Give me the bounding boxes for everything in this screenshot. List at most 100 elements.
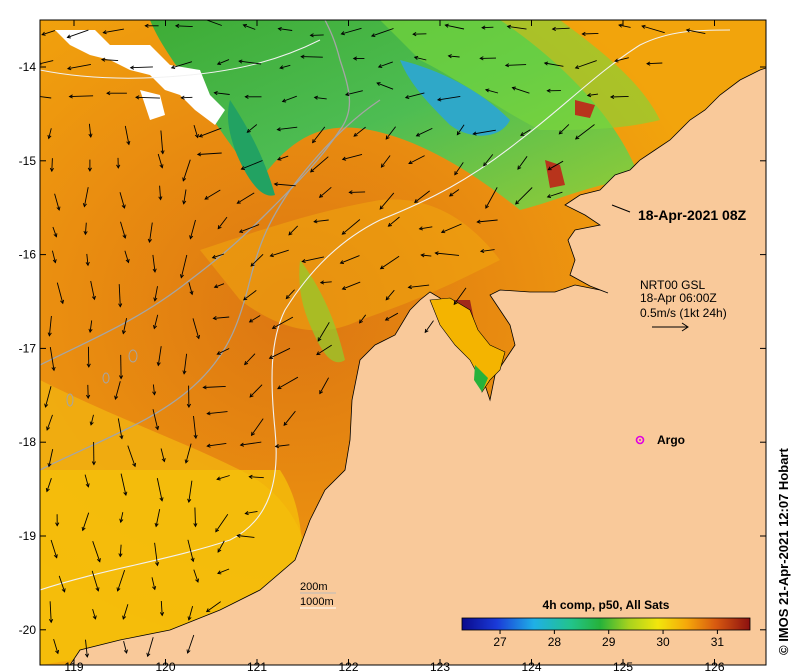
current-arrow (152, 314, 159, 330)
current-arrow (122, 604, 129, 620)
current-arrow (238, 59, 262, 65)
current-arrow (249, 384, 263, 398)
current-arrow (192, 318, 201, 340)
current-arrow (370, 28, 394, 38)
current-arrow (187, 480, 193, 504)
colorbar-ticks: 27 28 29 30 31 (493, 630, 724, 649)
current-arrow (84, 474, 90, 488)
current-arrow (424, 320, 434, 334)
current-arrow (239, 441, 262, 447)
current-arrow (118, 544, 123, 558)
current-arrow (91, 570, 100, 592)
x-tick-label: 126 (704, 660, 724, 672)
current-arrow (205, 601, 221, 613)
current-arrow (87, 159, 92, 172)
current-arrow (244, 94, 262, 99)
current-arrow (250, 253, 264, 267)
x-tick-label: 120 (155, 660, 175, 672)
current-arrow (186, 634, 195, 654)
current-arrow (313, 95, 327, 100)
argo-marker (635, 435, 645, 445)
current-arrow (274, 444, 290, 449)
current-arrow (414, 190, 430, 203)
current-arrow (216, 59, 230, 66)
current-arrow (609, 94, 629, 99)
current-arrow (444, 23, 465, 30)
current-arrow (448, 189, 460, 197)
y-tick-label: -20 (19, 623, 37, 637)
current-arrow (182, 189, 187, 205)
current-arrow (213, 90, 230, 96)
current-arrow (45, 478, 52, 493)
current-arrow (309, 156, 329, 173)
current-arrow (316, 344, 332, 356)
current-arrow (114, 381, 121, 401)
current-arrow (86, 384, 91, 400)
current-arrow (170, 61, 193, 70)
y-tick-label: -16 (19, 248, 37, 262)
current-arrow (456, 124, 465, 136)
current-arrow (179, 254, 188, 279)
current-arrow (92, 608, 97, 620)
current-arrow (242, 24, 256, 30)
current-arrow (184, 443, 192, 464)
current-arrow (41, 30, 56, 36)
current-arrow (158, 185, 163, 201)
current-arrow (685, 28, 706, 35)
y-tick-label: -17 (19, 341, 37, 355)
x-tick-label: 121 (247, 660, 267, 672)
current-arrow (384, 312, 399, 321)
current-arrow (341, 153, 363, 161)
current-arrow (551, 26, 570, 32)
current-arrow (119, 512, 124, 524)
current-arrow (248, 315, 261, 323)
current-arrow (217, 540, 225, 553)
current-arrow (216, 475, 230, 481)
y-tick-label: -15 (19, 154, 37, 168)
current-arrow (147, 222, 153, 244)
current-arrow (106, 91, 127, 96)
current-arrow (212, 316, 230, 321)
current-arrow (206, 411, 228, 416)
x-tick-label: 122 (338, 660, 358, 672)
current-arrow (415, 127, 433, 137)
current-arrow (83, 222, 88, 236)
current-arrow (436, 95, 461, 102)
current-arrow (273, 182, 296, 187)
current-arrow (506, 24, 527, 30)
current-arrow (281, 95, 297, 103)
current-arrow (546, 191, 563, 199)
current-arrow (412, 32, 427, 37)
current-arrow (250, 418, 264, 437)
current-arrow (344, 90, 363, 97)
current-arrow (385, 289, 395, 301)
current-arrow (586, 93, 599, 98)
current-arrow (515, 187, 533, 205)
current-arrow (193, 124, 199, 139)
current-arrow (341, 281, 361, 291)
current-arrow (574, 60, 597, 70)
current-arrow (84, 639, 90, 658)
current-arrow (485, 187, 498, 209)
current-arrow (313, 219, 329, 224)
x-tick-label: 124 (521, 660, 541, 672)
current-arrow (277, 26, 293, 32)
current-arrow (187, 605, 194, 621)
current-arrow (300, 54, 323, 59)
current-arrow (188, 282, 194, 296)
colorbar-tick-label: 30 (656, 635, 670, 649)
current-arrow (193, 569, 200, 583)
isobath-label-1000m: 1000m (300, 596, 334, 608)
current-arrow (92, 541, 101, 563)
current-arrow (646, 61, 663, 66)
current-arrow (146, 637, 154, 658)
current-arrow (547, 160, 564, 171)
current-arrow (484, 88, 499, 94)
current-arrow (404, 92, 425, 100)
current-arrow (156, 478, 164, 502)
current-arrow (318, 186, 332, 198)
current-arrow (504, 63, 527, 68)
current-arrow (408, 155, 425, 165)
current-arrow (102, 28, 124, 35)
current-arrow (156, 346, 162, 367)
